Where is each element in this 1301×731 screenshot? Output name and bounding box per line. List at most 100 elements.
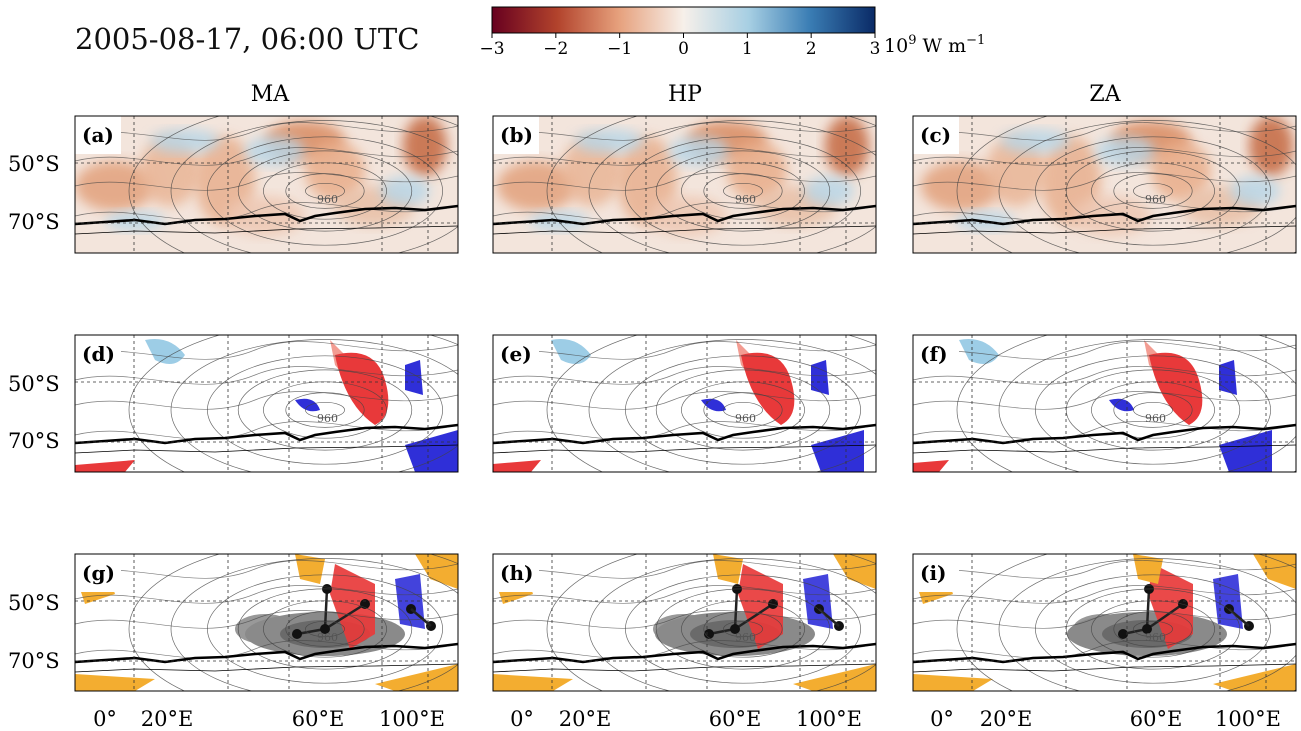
pressure-contour xyxy=(1035,136,1271,246)
pressure-contour xyxy=(75,391,458,410)
x-tick-za-20e: 20°E xyxy=(980,707,1033,731)
track-node xyxy=(1118,629,1128,639)
coastline xyxy=(75,642,458,664)
colorbar-ticks: −3 −2 −1 0 1 2 3 xyxy=(479,33,880,59)
colorbar-tick-label: −1 xyxy=(607,39,632,59)
pressure-contour xyxy=(956,554,1296,691)
anomaly-blob-cold xyxy=(669,136,729,166)
pressure-contour xyxy=(1035,574,1271,684)
panel-i: 960 (i) xyxy=(912,553,1297,692)
pressure-contour xyxy=(998,120,1296,253)
pressure-contour xyxy=(75,421,458,440)
anomaly-blob-warm xyxy=(921,161,1001,211)
x-tick-za-100e: 100°E xyxy=(1215,707,1281,731)
panel-label-box xyxy=(493,116,539,154)
pressure-contour xyxy=(588,120,876,253)
panel-d: 960 (d) xyxy=(74,334,459,473)
panel-label: (i) xyxy=(920,561,947,585)
pressure-contour xyxy=(237,369,413,451)
x-tick-za-0: 0° xyxy=(930,707,954,731)
pressure-contour xyxy=(913,225,1296,235)
pressure-contour xyxy=(263,162,387,220)
contour-label: 960 xyxy=(317,631,338,644)
feature-object xyxy=(551,339,591,364)
pressure-contour xyxy=(588,558,876,691)
coastline xyxy=(493,423,876,445)
panel-frame xyxy=(74,115,459,254)
contour-label: 960 xyxy=(317,412,338,425)
pressure-contour xyxy=(493,172,876,191)
anomaly-blob-cold xyxy=(380,176,430,206)
warm-front-object xyxy=(738,564,783,649)
panel-frame xyxy=(492,115,877,254)
coastline xyxy=(913,423,1296,445)
contour-label: 960 xyxy=(735,631,756,644)
track-line xyxy=(1228,608,1250,627)
pressure-contour xyxy=(1113,611,1193,647)
pressure-contour xyxy=(75,610,458,629)
pressure-contour xyxy=(493,421,876,440)
pressure-contour xyxy=(493,444,876,454)
x-tick-ma-100e: 100°E xyxy=(379,707,445,731)
feature-object xyxy=(1109,398,1134,412)
panel-g: 960 (g) xyxy=(74,553,459,692)
pressure-contour xyxy=(1113,173,1193,209)
column-title-za: ZA xyxy=(1089,82,1121,107)
warm-front-object xyxy=(330,564,375,649)
pressure-contour xyxy=(305,401,345,419)
panel-frame xyxy=(912,553,1297,692)
pressure-contour xyxy=(625,136,861,246)
feature-object xyxy=(295,398,320,412)
y-tick-row1-70s: 70°S xyxy=(8,210,60,234)
pressure-contour xyxy=(625,355,861,465)
track-object-orange xyxy=(1213,664,1296,691)
colorbar-tick-label: 1 xyxy=(742,39,753,59)
panel-label-box xyxy=(75,335,121,373)
feature-object xyxy=(145,339,185,364)
panel-h: 960 (h) xyxy=(492,553,877,692)
anomaly-blob-cold xyxy=(245,136,305,166)
column-title-hp: HP xyxy=(668,82,702,107)
x-tick-za-60e: 60°E xyxy=(1130,707,1183,731)
pressure-contour xyxy=(913,560,1296,579)
pressure-contour xyxy=(1133,182,1173,200)
feature-object xyxy=(741,352,795,425)
x-tick-ma-20e: 20°E xyxy=(141,707,194,731)
track-node xyxy=(1142,624,1152,634)
panel-label: (g) xyxy=(82,561,115,585)
pressure-contour xyxy=(681,381,805,439)
anomaly-blob-cold xyxy=(1230,176,1280,206)
pressure-contour xyxy=(170,558,458,691)
track-line xyxy=(818,608,840,627)
anomaly-blob-cold xyxy=(1000,129,1070,153)
pressure-contour xyxy=(75,560,458,579)
y-tick-row3-70s: 70°S xyxy=(8,649,60,673)
track-object-orange xyxy=(493,674,573,691)
panel-label: (h) xyxy=(500,561,533,585)
track-object-orange xyxy=(913,674,993,691)
panel-frame xyxy=(492,334,877,473)
track-object-orange xyxy=(1253,554,1296,589)
pressure-contour xyxy=(723,401,763,419)
anomaly-blob-cold xyxy=(574,129,644,153)
contour-label: 960 xyxy=(735,412,756,425)
y-tick-row2-70s: 70°S xyxy=(8,429,60,453)
feature-object xyxy=(811,430,864,472)
pressure-contour xyxy=(75,444,458,454)
coastline xyxy=(493,642,876,664)
anomaly-blob-cold xyxy=(804,176,854,206)
pressure-contour xyxy=(546,335,876,472)
colorbar-gradient xyxy=(491,6,876,34)
pressure-contour xyxy=(493,225,876,235)
pressure-contour xyxy=(913,147,1296,166)
pressure-contour xyxy=(128,335,458,472)
track-node xyxy=(730,624,740,634)
pressure-contour xyxy=(723,620,763,638)
panel-a: 960 (a) xyxy=(74,115,459,254)
feature-object xyxy=(913,460,949,472)
colorbar: −3 −2 −1 0 1 2 3 109 W m−1 xyxy=(479,6,985,59)
pressure-contour xyxy=(956,335,1296,472)
panel-grid: 960 (a) 960 (b) 960 (c) 960 (d) 960 (e) 960 (f) 960 (… xyxy=(74,115,1297,692)
track-node xyxy=(320,624,330,634)
contour-label: 960 xyxy=(317,193,338,206)
